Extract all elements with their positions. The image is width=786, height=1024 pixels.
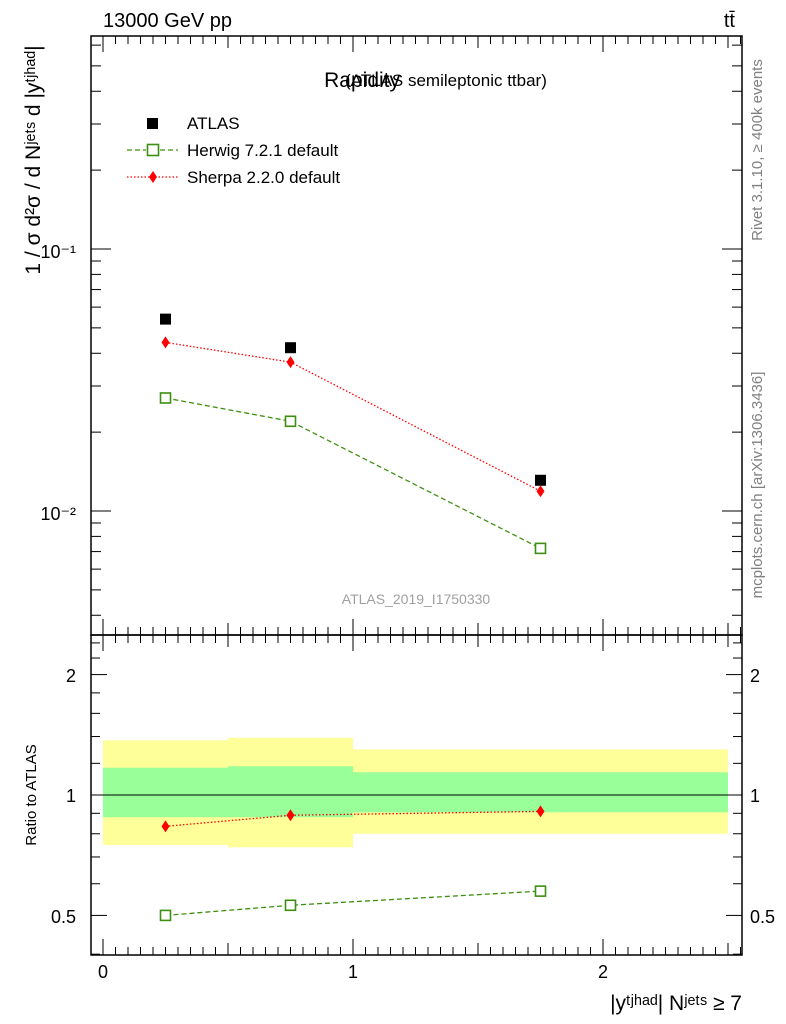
main-marks xyxy=(159,313,547,555)
legend-atlas-marker xyxy=(147,118,158,129)
ytick-label-0.01: 10⁻² xyxy=(40,504,76,524)
ratio-sherpa-2-2-0-default-point-1 xyxy=(286,809,295,822)
ratio-sherpa-2-2-0-default-point-2 xyxy=(536,805,545,818)
main-sherpa-2-2-0-default-point-0 xyxy=(161,336,170,349)
ratio-ytick-label-left-2: 2 xyxy=(66,666,76,686)
ratio-ytick-label-left-0.5: 0.5 xyxy=(51,907,76,927)
ratio-panel: Ratio to ATLAS 2 1 0.5 2 1 0.5 0 1 2 |yᵗ… xyxy=(23,634,775,1015)
legend-atlas-label: ATLAS xyxy=(187,114,240,133)
legend-sherpa-label: Sherpa 2.2.0 default xyxy=(187,168,340,187)
ratio-ytick-label-right-2: 2 xyxy=(750,666,760,686)
ratio-herwig-7-2-1-default-point-1 xyxy=(284,899,297,912)
analysis-watermark: ATLAS_2019_I1750330 xyxy=(342,591,491,607)
legend-herwig-marker xyxy=(146,143,160,157)
ratio-ytick-label-right-0.5: 0.5 xyxy=(750,907,775,927)
uncertainty-band-inner-bin-1 xyxy=(228,766,353,818)
main-atlas-point-1 xyxy=(285,342,296,354)
xtick-label-2: 2 xyxy=(598,962,608,982)
plot-subtitle: (ATLAS semileptonic ttbar) xyxy=(345,71,547,90)
plot-title: Rapidity xyxy=(324,69,400,92)
main-sherpa-2-2-0-default-point-2 xyxy=(536,485,545,498)
main-sherpa-2-2-0-default-point-1 xyxy=(286,356,295,369)
main-sherpa-2-2-0-default-line xyxy=(165,341,541,492)
main-herwig-7-2-1-default-line xyxy=(165,397,541,549)
ratio-marks xyxy=(91,737,742,922)
main-atlas-point-2 xyxy=(535,474,546,486)
ratio-ytick-label-left-1: 1 xyxy=(66,786,76,806)
process-label: tt̄ xyxy=(724,10,736,32)
uncertainty-band-inner-bin-0 xyxy=(103,767,228,818)
xtick-label-1: 1 xyxy=(348,962,358,982)
ratio-herwig-7-2-1-default-line xyxy=(165,890,541,917)
xtick-label-0: 0 xyxy=(98,962,108,982)
ratio-herwig-7-2-1-default-point-0 xyxy=(159,909,172,922)
legend: ATLAS Herwig 7.2.1 default Sherpa 2.2.0 … xyxy=(127,114,340,187)
legend-herwig-label: Herwig 7.2.1 default xyxy=(187,141,338,160)
ratio-ylabel: Ratio to ATLAS xyxy=(23,744,40,845)
main-panel: Rapidity (ATLAS semileptonic ttbar) ATLA… xyxy=(22,35,743,636)
rivet-label: Rivet 3.1.10, ≥ 400k events xyxy=(749,59,766,241)
main-herwig-7-2-1-default-point-2 xyxy=(534,542,547,555)
main-ylabel: 1 / σ d²σ / d Nʲᵉᵗˢ d |yᵗʲʰᵃᵈ| xyxy=(22,45,45,274)
ratio-herwig-7-2-1-default-point-2 xyxy=(534,885,547,897)
main-herwig-7-2-1-default-point-0 xyxy=(159,392,172,404)
ratio-sherpa-2-2-0-default-point-0 xyxy=(161,820,170,833)
energy-label: 13000 GeV pp xyxy=(103,10,232,32)
main-atlas-point-0 xyxy=(160,313,171,325)
ytick-label-0.1: 10⁻¹ xyxy=(40,242,76,262)
xlabel: |yᵗʲʰᵃᵈ| Nʲᵉᵗˢ ≥ 7 xyxy=(610,992,742,1015)
main-herwig-7-2-1-default-point-1 xyxy=(284,415,297,428)
ratio-ytick-label-right-1: 1 xyxy=(750,786,760,806)
main-ticks xyxy=(91,36,742,635)
ratio-ticks xyxy=(91,635,742,955)
legend-sherpa-marker xyxy=(149,171,157,183)
mcplots-label: mcplots.cern.ch [arXiv:1306.3436] xyxy=(749,372,766,599)
